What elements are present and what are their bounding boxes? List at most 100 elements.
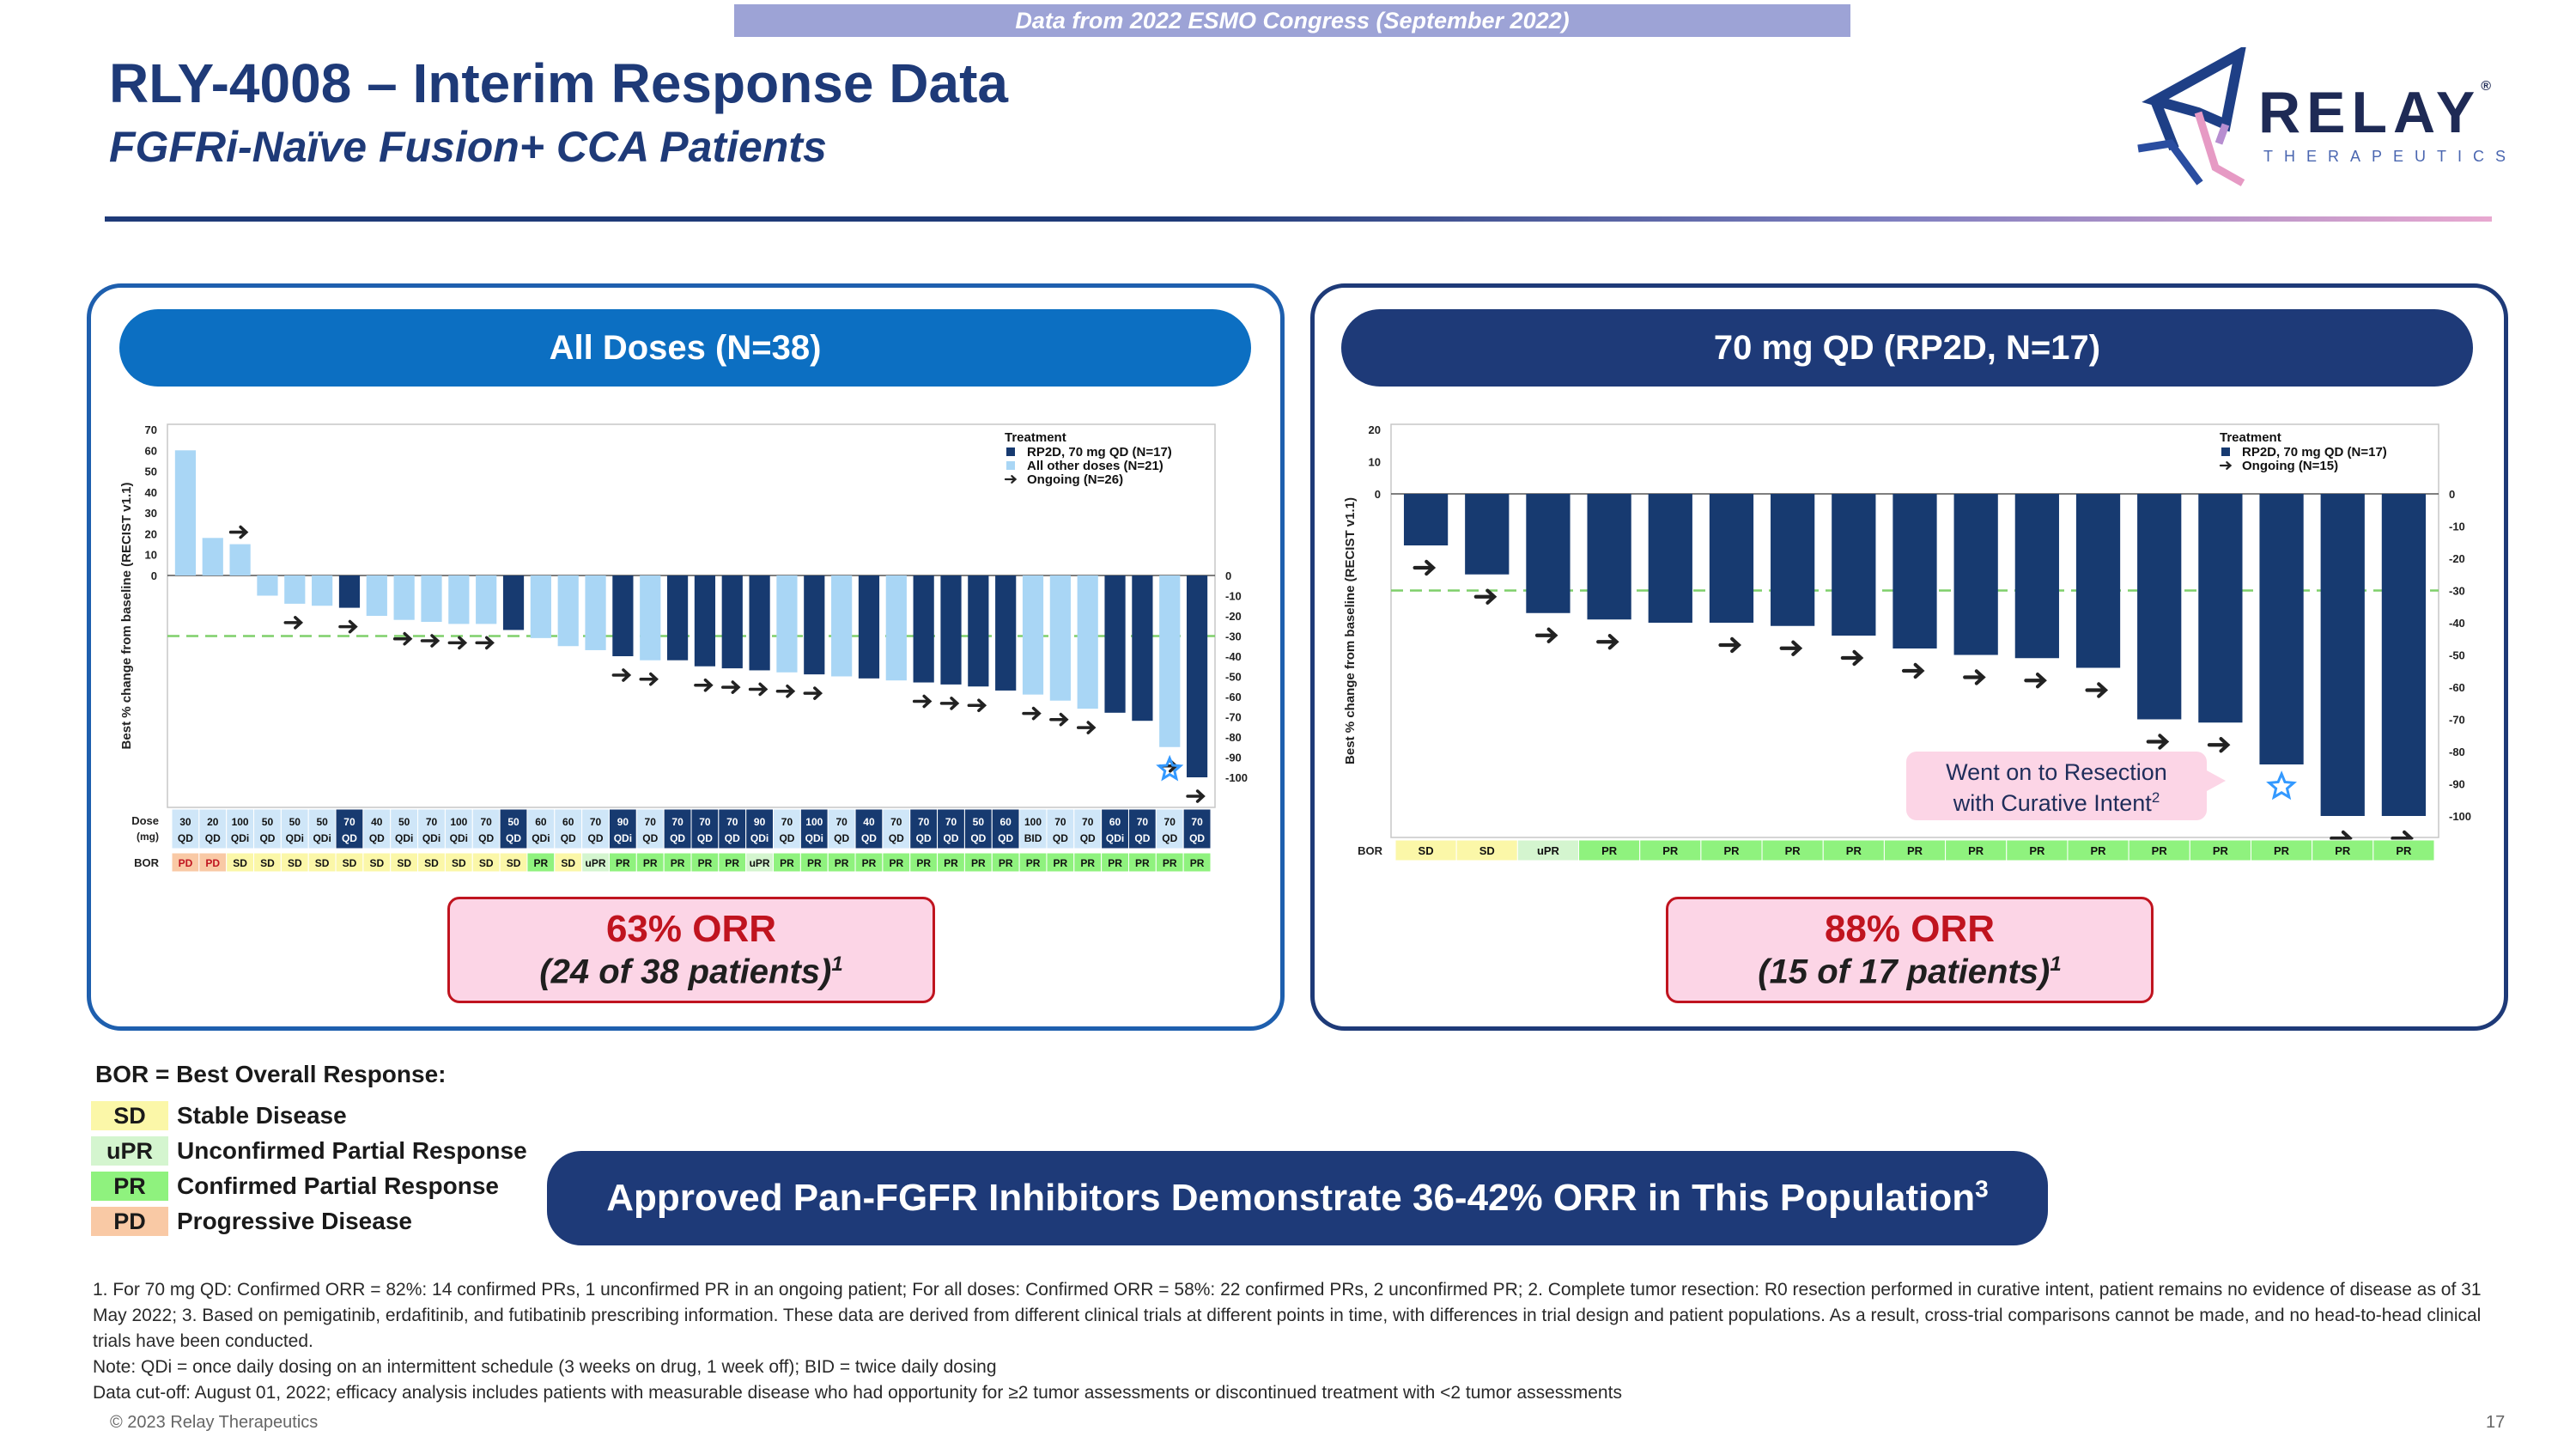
dose-cell	[390, 808, 419, 849]
dose-value: 60	[1109, 816, 1121, 828]
logo-tagline: THERAPEUTICS	[2263, 148, 2518, 165]
dose-cell	[827, 808, 856, 849]
dose-schedule: QD	[944, 832, 959, 844]
bar	[284, 575, 306, 604]
bar	[1587, 494, 1631, 620]
y-tick-label: -100	[2449, 810, 2471, 823]
approved-inhibitors-callout: Approved Pan-FGFR Inhibitors Demonstrate…	[547, 1151, 2048, 1245]
legend-code: PD	[91, 1207, 168, 1236]
ongoing-arrow-icon	[475, 636, 495, 650]
legend-label: RP2D, 70 mg QD (N=17)	[2242, 445, 2387, 460]
orr-patients: (24 of 38 patients)1	[539, 953, 843, 991]
copyright: © 2023 Relay Therapeutics	[110, 1413, 319, 1432]
bor-cell	[1883, 839, 1947, 861]
dose-cell	[1046, 808, 1075, 849]
y-tick-label: 30	[145, 507, 157, 520]
bor-value: PR	[2090, 844, 2106, 857]
legend-label: Ongoing (N=26)	[1027, 472, 1123, 487]
ongoing-arrow-icon	[1413, 559, 1437, 576]
bor-value: SD	[369, 857, 384, 869]
ongoing-arrow-icon	[1963, 669, 1986, 685]
legend-swatch-rp2d	[2221, 447, 2230, 456]
bor-value: PR	[1846, 844, 1862, 857]
dose-cell	[718, 808, 747, 849]
bar	[1403, 494, 1449, 545]
y-tick-label: -90	[2449, 778, 2465, 791]
orr-value: 63% ORR	[605, 908, 777, 950]
page-number: 17	[2486, 1413, 2506, 1432]
y-tick-label: 20	[1369, 423, 1381, 436]
dose-value: 70	[835, 816, 848, 828]
dose-value: 70	[645, 816, 657, 828]
y-tick-label: -20	[2449, 552, 2465, 565]
dose-schedule: BID	[1024, 832, 1042, 844]
y-tick-label: 60	[145, 444, 157, 457]
dose-value: 40	[371, 816, 383, 828]
dose-cell	[909, 808, 939, 849]
ongoing-arrow-icon	[1596, 634, 1619, 650]
y-tick-label: 0	[151, 569, 157, 582]
y-tick-label: 10	[145, 549, 157, 562]
ongoing-arrow-icon	[611, 668, 632, 682]
bar	[666, 575, 689, 661]
y-tick-label: -80	[1225, 731, 1242, 744]
y-tick-label: -30	[2449, 585, 2465, 598]
dose-value: 70	[481, 816, 493, 828]
bar	[366, 575, 387, 616]
dose-cell	[444, 808, 473, 849]
dose-schedule: QD	[1080, 832, 1096, 844]
dose-row-label: Dose	[131, 814, 159, 827]
bor-value: PR	[1968, 844, 1984, 857]
bor-value: PR	[1054, 857, 1068, 869]
legend-label: Progressive Disease	[177, 1208, 412, 1234]
bor-value: PR	[780, 857, 794, 869]
bar	[1159, 575, 1181, 747]
resection-star-icon	[1156, 754, 1184, 782]
dose-schedule: QD	[725, 832, 740, 844]
ongoing-arrow-icon	[2085, 682, 2109, 698]
dose-value: 20	[207, 816, 219, 828]
dose-cell	[471, 808, 501, 849]
bar	[2198, 494, 2243, 723]
ongoing-arrow-icon	[2024, 673, 2047, 689]
bor-value: PR	[2029, 844, 2045, 857]
dose-cell	[635, 808, 665, 849]
bar	[1832, 494, 1876, 636]
bar	[995, 575, 1017, 691]
annotation-line-2: with Curative Intent2	[1953, 789, 2160, 816]
footnote-references: 1. For 70 mg QD: Confirmed ORR = 82%: 14…	[93, 1280, 2482, 1351]
dose-cell	[1127, 808, 1157, 849]
legend-swatch-other	[1006, 461, 1015, 470]
bor-legend-title: BOR = Best Overall Response:	[95, 1061, 447, 1087]
ongoing-arrow-icon	[803, 686, 823, 700]
bor-value: SD	[507, 857, 521, 869]
bar	[968, 575, 989, 687]
dose-value: 70	[590, 816, 602, 828]
bor-cell	[2006, 839, 2069, 861]
bar	[502, 575, 525, 630]
dose-value: 70	[1137, 816, 1149, 828]
legend-code: PR	[91, 1172, 168, 1201]
legend-title: Treatment	[1005, 430, 1066, 445]
legend-label: Confirmed Partial Response	[177, 1172, 499, 1199]
dose-value: 90	[754, 816, 766, 828]
bor-value: PR	[835, 857, 849, 869]
y-axis-label: Best % change from baseline (RECIST v1.1…	[1343, 497, 1358, 764]
y-tick-label: -80	[2449, 746, 2465, 758]
y-tick-label: -30	[1225, 630, 1242, 643]
bor-value: PR	[1907, 844, 1923, 857]
bor-value: SD	[343, 857, 357, 869]
ongoing-arrow-icon	[2219, 461, 2233, 470]
bor-value: PR	[616, 857, 630, 869]
bor-value: PR	[1163, 857, 1177, 869]
bar	[2259, 494, 2304, 764]
bor-value: PR	[1190, 857, 1205, 869]
dose-value: 70	[426, 816, 438, 828]
dose-schedule: QDi	[1106, 832, 1124, 844]
dose-schedule: QD	[342, 832, 357, 844]
dose-cell	[799, 808, 829, 849]
bar	[913, 575, 934, 683]
bor-cell	[1945, 839, 2008, 861]
bor-value: SD	[260, 857, 275, 869]
